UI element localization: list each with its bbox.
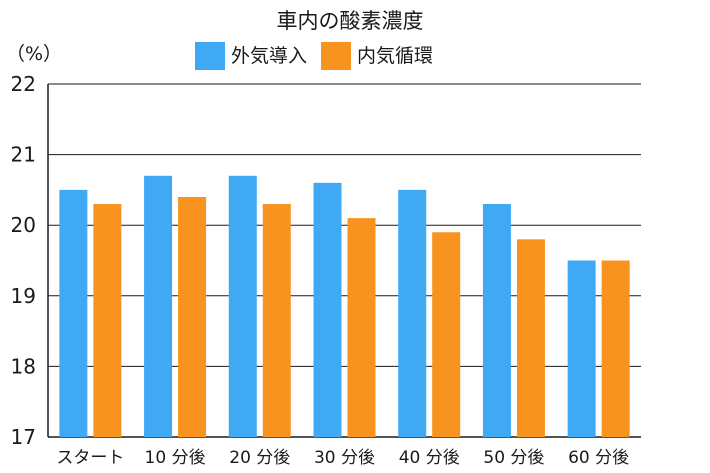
y-tick-label: 21 — [11, 143, 36, 167]
bar — [178, 196, 207, 437]
chart-title: 車内の酸素濃度 — [276, 9, 424, 33]
legend-label-series-0: 外気導入 — [231, 45, 308, 67]
bar — [567, 260, 596, 437]
bar — [313, 182, 342, 437]
y-unit-label: （%） — [6, 43, 63, 65]
y-tick-label: 19 — [11, 284, 36, 308]
legend: 外気導入 内気循環 — [195, 42, 447, 70]
bar — [144, 175, 173, 437]
x-tick-label: 50 分後 — [483, 448, 544, 468]
legend-label-series-1: 内気循環 — [357, 45, 434, 67]
bar — [93, 204, 122, 437]
y-tick-label: 22 — [11, 72, 36, 96]
legend-swatch-series-1 — [321, 42, 352, 70]
x-tick-label: 30 分後 — [314, 448, 375, 468]
x-tick-label: 10 分後 — [145, 448, 206, 468]
x-tick-label: 60 分後 — [568, 448, 629, 468]
legend-swatch-series-0 — [195, 42, 225, 70]
bar — [432, 232, 461, 437]
x-tick-label: スタート — [56, 448, 124, 468]
bar — [262, 204, 291, 437]
x-tick-label: 20 分後 — [229, 448, 290, 468]
bar — [482, 204, 511, 437]
bar — [228, 175, 257, 437]
bar — [516, 239, 545, 437]
bar — [601, 260, 630, 437]
legend-item-series-1: 内気循環 — [321, 42, 433, 70]
y-tick-label: 17 — [11, 425, 36, 449]
legend-item-series-0: 外気導入 — [195, 42, 307, 70]
bar — [59, 189, 88, 437]
bar — [398, 189, 427, 437]
bar — [347, 218, 376, 437]
x-tick-label: 40 分後 — [399, 448, 460, 468]
y-tick-label: 20 — [11, 213, 36, 237]
y-tick-label: 18 — [11, 354, 36, 378]
